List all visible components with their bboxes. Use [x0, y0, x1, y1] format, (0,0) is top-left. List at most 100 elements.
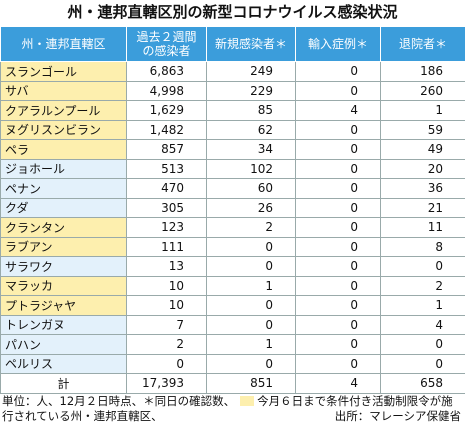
- value-cell: 0: [206, 256, 296, 277]
- header-cell: 輸入症例＊: [295, 26, 381, 62]
- region-cell: ペラ: [0, 139, 127, 160]
- value-cell: 0: [380, 353, 465, 374]
- header-row: 州・連邦直轄区 過去２週間 の感染者 新規感染者＊ 輸入症例＊ 退院者＊: [0, 26, 465, 62]
- footer: 単位：人、12月２日時点、＊同日の確認数、 今月６日まで条件付き活動制限令が施行さ…: [2, 394, 464, 424]
- row: クランタン 123 2 0 11: [0, 217, 465, 238]
- value-cell: 0: [295, 139, 381, 160]
- row: マラッカ 10 1 0 2: [0, 275, 465, 296]
- value-cell: 0: [295, 353, 381, 374]
- region-cell: ジョホール: [0, 158, 127, 179]
- value-cell: 49: [380, 139, 465, 160]
- region-cell: クランタン: [0, 217, 127, 238]
- value-cell: 305: [126, 197, 207, 218]
- region-cell: プトラジャヤ: [0, 295, 127, 316]
- header-cell: 新規感染者＊: [206, 26, 296, 62]
- total-cell: 851: [206, 373, 296, 394]
- value-cell: 1: [206, 275, 296, 296]
- region-cell: サラワク: [0, 256, 127, 277]
- legend-text: 今月６日まで条件付き活動制限令が施行されている州・連邦直轄区、: [2, 394, 453, 423]
- table: 州・連邦直轄区 過去２週間 の感染者 新規感染者＊ 輸入症例＊ 退院者＊ スランゴール 6,…: [0, 26, 465, 394]
- region-cell: ヌグリスンビラン: [0, 119, 127, 140]
- header-line: の感染者: [142, 44, 191, 58]
- title: 州・連邦直轄区別の新型コロナウイルス感染状況: [67, 3, 398, 21]
- value-cell: 10: [126, 295, 207, 316]
- value-cell: 0: [295, 217, 381, 238]
- value-cell: 2: [380, 275, 465, 296]
- value-cell: 36: [380, 178, 465, 199]
- value-cell: 21: [380, 197, 465, 218]
- value-cell: 2: [126, 334, 207, 355]
- value-cell: 0: [295, 158, 381, 179]
- value-cell: 0: [206, 236, 296, 257]
- value-cell: 0: [295, 61, 381, 82]
- total-row: 計 17,393 851 4 658: [0, 373, 465, 394]
- value-cell: 7: [126, 314, 207, 335]
- row: パハン 2 1 0 0: [0, 334, 465, 355]
- table-body: スランゴール 6,863 249 0 186 サバ 4,998 229 0 260 クアラルンプール…: [0, 61, 465, 394]
- value-cell: 85: [206, 100, 296, 121]
- value-cell: 0: [206, 353, 296, 374]
- value-cell: 0: [295, 256, 381, 277]
- value-cell: 857: [126, 139, 207, 160]
- header-cell: 州・連邦直轄区: [0, 26, 127, 62]
- total-cell: 17,393: [126, 373, 207, 394]
- value-cell: 260: [380, 80, 465, 101]
- row: ペルリス 0 0 0 0: [0, 353, 465, 374]
- row: トレンガヌ 7 0 0 4: [0, 314, 465, 335]
- value-cell: 123: [126, 217, 207, 238]
- value-cell: 59: [380, 119, 465, 140]
- row: ラブアン 111 0 0 8: [0, 236, 465, 257]
- value-cell: 0: [295, 295, 381, 316]
- region-cell: マラッカ: [0, 275, 127, 296]
- value-cell: 26: [206, 197, 296, 218]
- value-cell: 60: [206, 178, 296, 199]
- value-cell: 8: [380, 236, 465, 257]
- value-cell: 186: [380, 61, 465, 82]
- value-cell: 0: [295, 275, 381, 296]
- legend-swatch: [240, 396, 255, 406]
- value-cell: 0: [295, 197, 381, 218]
- row: ペナン 470 60 0 36: [0, 178, 465, 199]
- value-cell: 34: [206, 139, 296, 160]
- row: サラワク 13 0 0 0: [0, 256, 465, 277]
- value-cell: 0: [206, 295, 296, 316]
- value-cell: 249: [206, 61, 296, 82]
- row: ヌグリスンビラン 1,482 62 0 59: [0, 119, 465, 140]
- region-cell: クアラルンプール: [0, 100, 127, 121]
- region-cell: サバ: [0, 80, 127, 101]
- value-cell: 1,482: [126, 119, 207, 140]
- header-line: 過去２週間: [136, 30, 197, 44]
- total-cell: 658: [380, 373, 465, 394]
- header-cell: 過去２週間 の感染者: [126, 26, 207, 62]
- row: クダ 305 26 0 21: [0, 197, 465, 218]
- value-cell: 10: [126, 275, 207, 296]
- region-cell: パハン: [0, 334, 127, 355]
- value-cell: 6,863: [126, 61, 207, 82]
- value-cell: 1: [206, 334, 296, 355]
- region-cell: クダ: [0, 197, 127, 218]
- region-cell: スランゴール: [0, 61, 127, 82]
- row: ジョホール 513 102 0 20: [0, 158, 465, 179]
- value-cell: 4,998: [126, 80, 207, 101]
- value-cell: 0: [295, 314, 381, 335]
- value-cell: 11: [380, 217, 465, 238]
- value-cell: 2: [206, 217, 296, 238]
- source: 出所：マレーシア保健省: [334, 409, 461, 423]
- row: ペラ 857 34 0 49: [0, 139, 465, 160]
- value-cell: 0: [295, 236, 381, 257]
- value-cell: 111: [126, 236, 207, 257]
- value-cell: 0: [380, 334, 465, 355]
- region-cell: ラブアン: [0, 236, 127, 257]
- value-cell: 513: [126, 158, 207, 179]
- row: プトラジャヤ 10 0 0 1: [0, 295, 465, 316]
- value-cell: 20: [380, 158, 465, 179]
- value-cell: 229: [206, 80, 296, 101]
- value-cell: 4: [380, 314, 465, 335]
- total-label: 計: [0, 373, 127, 394]
- value-cell: 0: [295, 80, 381, 101]
- notes: 単位：人、12月２日時点、＊同日の確認数、: [2, 394, 236, 408]
- value-cell: 62: [206, 119, 296, 140]
- total-cell: 4: [295, 373, 381, 394]
- header-cell: 退院者＊: [380, 26, 465, 62]
